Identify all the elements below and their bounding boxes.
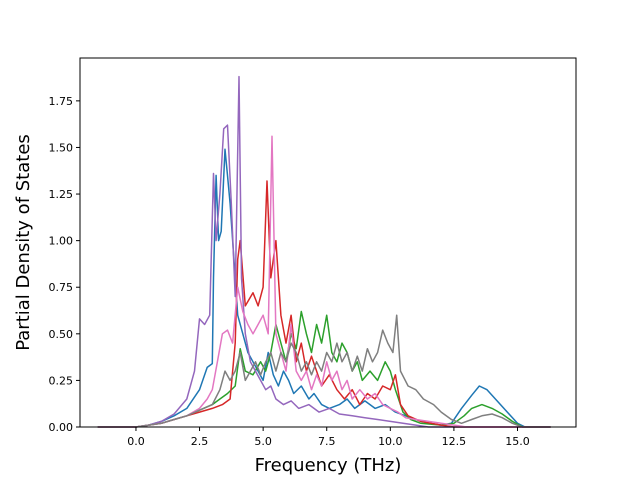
y-axis-label: Partial Density of States: [13, 134, 34, 351]
y-tick-label: 1.25: [49, 188, 74, 201]
series-layer: [97, 75, 551, 428]
y-tick-label: 0.25: [49, 374, 74, 387]
series-line-3: [97, 180, 551, 428]
x-axis-ticks: 0.0 2.5 5.0 7.5 10.0 12.5 15.0: [127, 427, 530, 448]
y-tick-label: 0.50: [49, 328, 74, 341]
axes-frame: [79, 57, 577, 428]
x-tick-label: 5.0: [254, 435, 272, 448]
y-tick-label: 1.00: [49, 235, 74, 248]
y-tick-label: 1.50: [49, 141, 74, 154]
plot-area: 0.0 2.5 5.0 7.5 10.0 12.5 15.0 0.00 0.25 0.50 0.7…: [49, 57, 577, 448]
series-line-6: [97, 314, 551, 428]
series-line-4: [97, 75, 551, 428]
x-tick-label: 15.0: [505, 435, 530, 448]
y-tick-label: 0.75: [49, 281, 74, 294]
x-tick-label: 12.5: [442, 435, 467, 448]
x-axis-label: Frequency (THz): [255, 455, 402, 476]
x-tick-label: 7.5: [318, 435, 336, 448]
x-tick-label: 10.0: [378, 435, 403, 448]
axes-background: [80, 58, 576, 427]
y-axis-ticks: 0.00 0.25 0.50 0.75 1.00 1.25 1.50 1.75: [49, 95, 80, 434]
x-tick-label: 0.0: [127, 435, 145, 448]
y-tick-label: 1.75: [49, 95, 74, 108]
x-tick-label: 2.5: [191, 435, 209, 448]
y-tick-label: 0.00: [49, 421, 74, 434]
